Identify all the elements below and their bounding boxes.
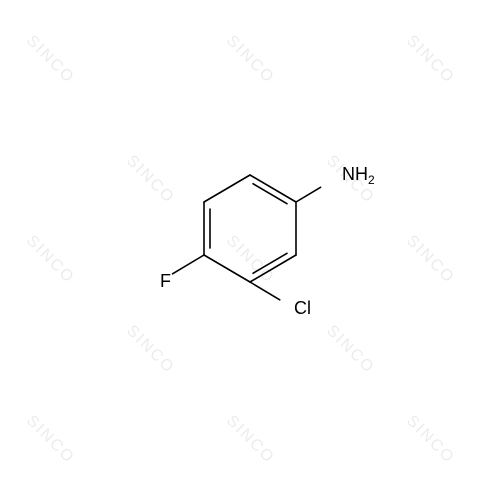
atom-label-layer: NH2 Cl F — [160, 164, 375, 318]
atom-label-cl: Cl — [294, 298, 311, 318]
bond-line — [250, 282, 280, 300]
bond-line — [204, 175, 250, 202]
atom-label-f: F — [160, 271, 171, 291]
molecule-diagram: NH2 Cl F — [0, 0, 500, 500]
bond-line — [204, 255, 250, 282]
image-canvas: NH2ClF SINCOSINCOSINCOSINCOSINCOSINCOSIN… — [0, 0, 500, 500]
bond-line — [173, 255, 204, 274]
atom-label-nh2: NH2 — [342, 164, 375, 187]
bond-line — [296, 187, 321, 202]
bond-line — [250, 255, 296, 282]
bond-layer — [173, 175, 321, 300]
bond-line — [250, 175, 296, 202]
